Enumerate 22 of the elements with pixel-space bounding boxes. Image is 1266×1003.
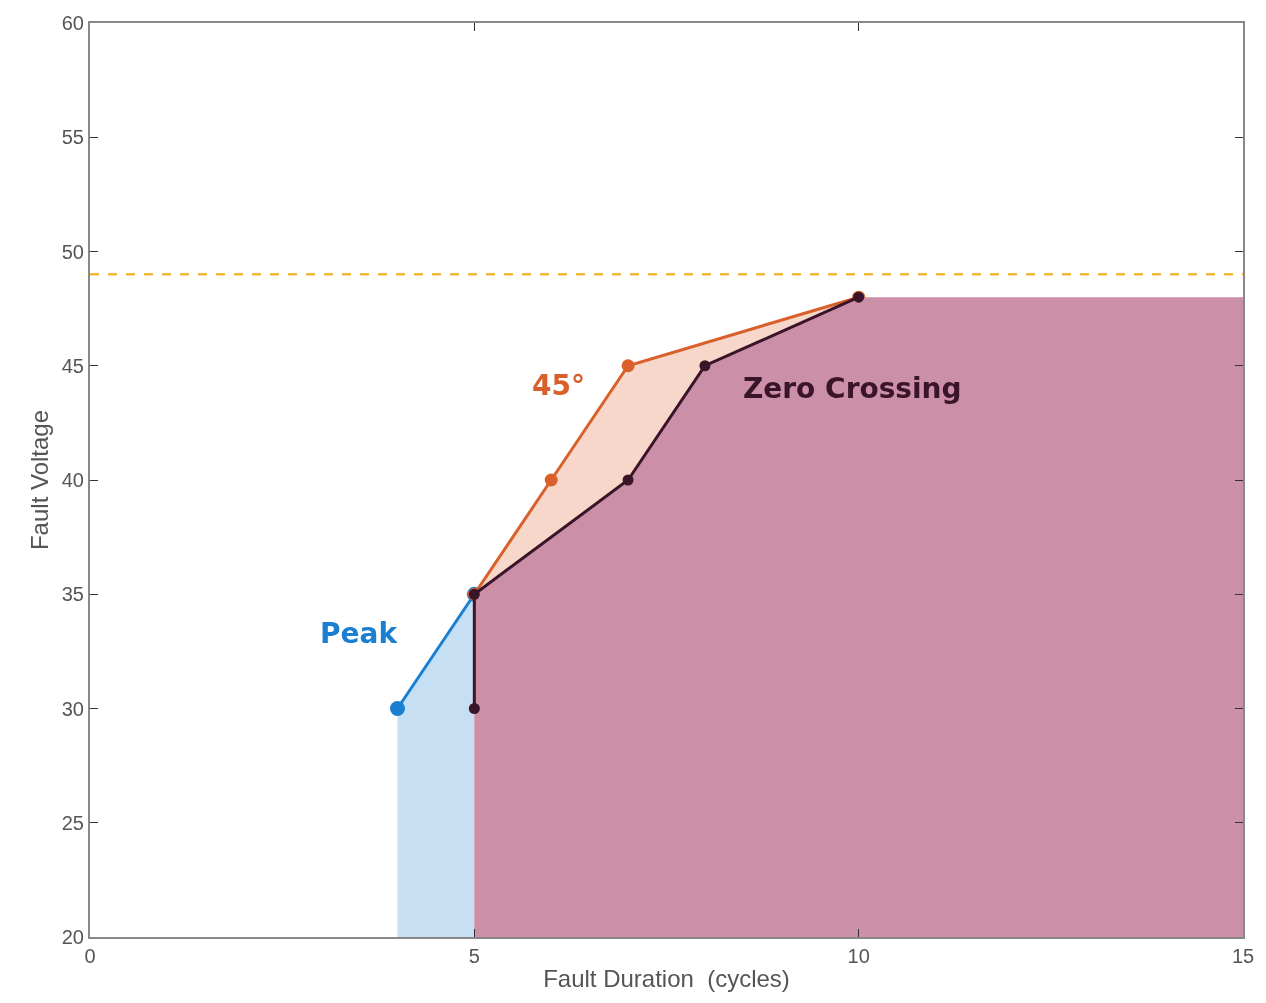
x-axis-title: Fault Duration (cycles) (543, 964, 790, 992)
y-tick-label: 55 (61, 126, 84, 149)
x-tick-label: 15 (1231, 945, 1255, 967)
annotation: Peak (320, 617, 399, 650)
point (699, 360, 711, 372)
point (544, 473, 558, 487)
y-tick-label: 40 (61, 469, 84, 491)
annotation: Zero Crossing (743, 372, 962, 405)
y-tick-label: 30 (61, 697, 84, 720)
y-tick-label: 20 (61, 926, 84, 948)
y-tick-label: 45 (61, 354, 84, 377)
x-tick-label: 0 (84, 945, 96, 967)
point (621, 359, 635, 373)
x-tick-label: 5 (468, 945, 480, 967)
y-axis-title: Fault Voltage (26, 409, 54, 551)
x-tick-label: 10 (847, 945, 870, 967)
annotation: 45° (532, 369, 585, 402)
y-tick-label: 35 (61, 583, 84, 606)
y-tick-label: 60 (61, 12, 84, 34)
point (622, 474, 634, 486)
y-tick-label: 50 (61, 240, 84, 263)
y-tick-label: 25 (61, 811, 84, 834)
